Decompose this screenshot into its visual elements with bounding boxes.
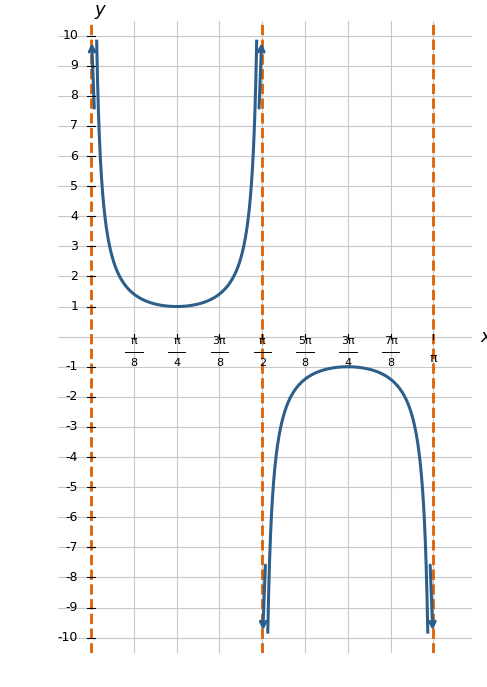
Text: -3: -3 [66,420,78,433]
Text: 8: 8 [70,89,78,102]
Text: π: π [430,352,437,365]
Text: -10: -10 [57,631,78,644]
Text: 3π: 3π [213,336,226,346]
Text: 8: 8 [216,358,223,368]
Text: 7: 7 [70,120,78,133]
Text: -9: -9 [66,601,78,614]
Text: -4: -4 [66,451,78,464]
Text: 8: 8 [387,358,394,368]
Text: 7π: 7π [384,336,397,346]
Text: 3: 3 [70,240,78,253]
Text: -5: -5 [66,481,78,494]
Text: π: π [259,336,265,346]
Text: 5: 5 [70,179,78,192]
Text: 2: 2 [70,270,78,283]
Text: 8: 8 [131,358,137,368]
Text: -1: -1 [66,360,78,373]
Text: 3π: 3π [341,336,355,346]
Text: 4: 4 [70,210,78,223]
Text: π: π [131,336,137,346]
Text: 6: 6 [70,150,78,163]
Text: 5π: 5π [298,336,312,346]
Text: π: π [173,336,180,346]
Text: 4: 4 [344,358,351,368]
Text: 8: 8 [301,358,309,368]
Text: x: x [480,328,487,346]
Text: 1: 1 [70,300,78,313]
Text: -2: -2 [66,390,78,403]
Text: -8: -8 [66,571,78,584]
Text: -7: -7 [66,541,78,554]
Text: 10: 10 [62,29,78,42]
Text: 4: 4 [173,358,180,368]
Text: -6: -6 [66,510,78,523]
Text: y: y [94,1,105,19]
Text: 9: 9 [70,59,78,72]
Text: 2: 2 [259,358,266,368]
